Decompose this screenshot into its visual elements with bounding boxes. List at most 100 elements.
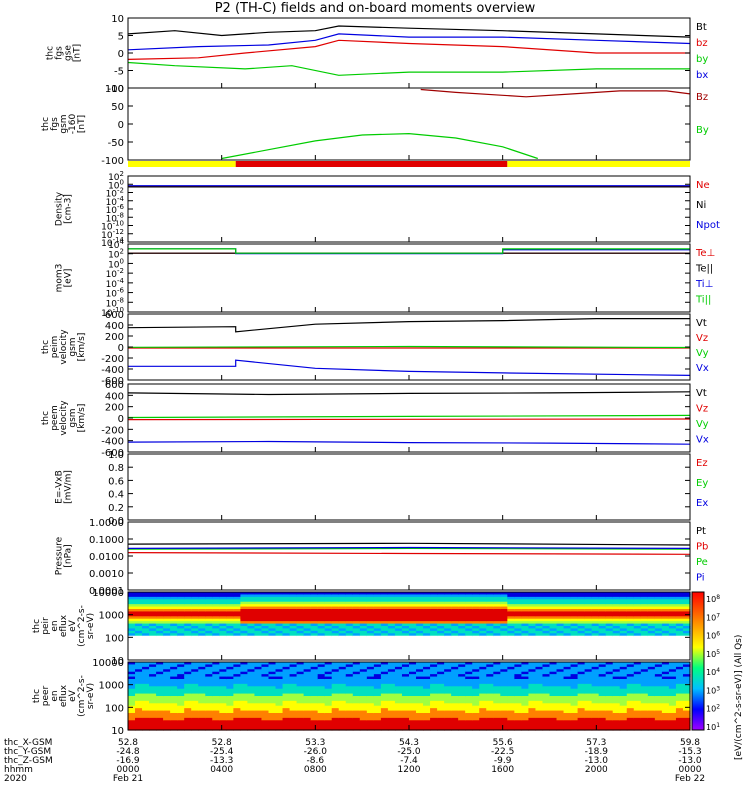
heatmap-cell <box>352 638 361 642</box>
heatmap-cell <box>430 683 438 687</box>
heatmap-cell <box>465 655 473 659</box>
heatmap-cell <box>282 604 291 608</box>
heatmap-cell <box>612 666 621 670</box>
heatmap-cell <box>563 594 572 598</box>
heatmap-cell <box>163 633 171 637</box>
heatmap-cell <box>394 635 403 639</box>
heatmap-cell <box>521 623 530 627</box>
heatmap-cell <box>394 609 403 613</box>
heatmap-cell <box>324 606 333 610</box>
heatmap-cell <box>612 700 621 704</box>
heatmap-cell <box>268 635 277 639</box>
heatmap-cell <box>289 647 298 651</box>
heatmap-cell <box>612 662 621 666</box>
colorbar-tick-label: 105 <box>706 649 720 659</box>
heatmap-cell <box>268 686 277 690</box>
heatmap-cell <box>310 635 319 639</box>
heatmap-cell <box>451 606 459 610</box>
heatmap-cell <box>219 626 227 630</box>
heatmap-cell <box>142 655 150 659</box>
heatmap-cell <box>401 638 410 642</box>
heatmap-cell <box>661 700 670 704</box>
y-tick-label: 100 <box>105 84 124 95</box>
heatmap-cell <box>275 635 284 639</box>
heatmap-cell <box>226 705 234 709</box>
heatmap-cell <box>521 671 530 675</box>
heatmap-cell <box>507 713 515 717</box>
heatmap-cell <box>640 630 649 634</box>
heatmap-cell <box>682 679 691 683</box>
heatmap-cell <box>233 650 241 654</box>
heatmap-cell <box>556 727 565 731</box>
heatmap-cell <box>500 666 508 670</box>
heatmap-cell <box>549 618 558 622</box>
heatmap-cell <box>254 679 263 683</box>
heatmap-cell <box>479 669 487 673</box>
heatmap-cell <box>675 596 684 600</box>
heatmap-cell <box>500 655 508 659</box>
heatmap-cell <box>149 703 157 707</box>
heatmap-cell <box>289 650 298 654</box>
heatmap-cell <box>570 596 579 600</box>
heatmap-cell <box>675 666 684 670</box>
heatmap-cell <box>605 621 614 625</box>
heatmap-cell <box>254 592 263 596</box>
heatmap-cell <box>191 703 199 707</box>
heatmap-cell <box>584 616 593 620</box>
heatmap-cell <box>268 621 277 625</box>
heatmap-cell <box>373 669 382 673</box>
heatmap-cell <box>198 621 206 625</box>
x-row-value: 0800 <box>304 765 327 775</box>
heatmap-cell <box>542 683 551 687</box>
heatmap-cell <box>570 647 579 651</box>
heatmap-cell <box>338 623 347 627</box>
legend-temperature-1: Te|| <box>695 264 713 275</box>
heatmap-cell <box>177 713 185 717</box>
colorbar-label: [eV/(cm^2-s-sr-eV)] (All Qs) <box>734 635 744 760</box>
heatmap-cell <box>170 650 178 654</box>
y-axis-label: thc <box>41 340 51 354</box>
heatmap-cell <box>324 691 333 695</box>
heatmap-cell <box>437 596 445 600</box>
heatmap-cell <box>619 717 628 721</box>
heatmap-cell <box>521 686 530 690</box>
heatmap-cell <box>500 609 508 613</box>
heatmap-cell <box>535 686 544 690</box>
heatmap-cell <box>212 604 220 608</box>
heatmap-cell <box>233 638 241 642</box>
heatmap-cell <box>233 601 241 605</box>
heatmap-cell <box>507 647 515 651</box>
heatmap-cell <box>380 664 389 668</box>
heatmap-cell <box>247 691 256 695</box>
heatmap-cell <box>345 669 354 673</box>
heatmap-cell <box>556 715 565 719</box>
heatmap-cell <box>247 703 256 707</box>
heatmap-cell <box>542 713 551 717</box>
heatmap-cell <box>163 599 171 603</box>
heatmap-cell <box>612 611 621 615</box>
heatmap-cell <box>500 720 508 724</box>
heatmap-cell <box>191 601 199 605</box>
heatmap-cell <box>268 655 277 659</box>
heatmap-cell <box>465 635 473 639</box>
heatmap-cell <box>275 638 284 642</box>
heatmap-cell <box>198 613 206 617</box>
heatmap-cell <box>668 696 677 700</box>
heatmap-cell <box>577 703 586 707</box>
heatmap-cell <box>430 643 438 647</box>
heatmap-cell <box>598 640 607 644</box>
x-row-value: 52.8 <box>212 738 232 748</box>
heatmap-cell <box>451 715 459 719</box>
heatmap-cell <box>156 655 164 659</box>
heatmap-cell <box>345 713 354 717</box>
heatmap-cell <box>500 727 508 731</box>
heatmap-cell <box>373 696 382 700</box>
heatmap-cell <box>556 652 565 656</box>
heatmap-cell <box>493 657 501 661</box>
heatmap-cell <box>521 599 530 603</box>
y-axis-label: E=-VxB <box>55 470 65 504</box>
heatmap-cell <box>640 635 649 639</box>
heatmap-cell <box>591 630 600 634</box>
heatmap-cell <box>198 710 206 714</box>
heatmap-cell <box>416 679 424 683</box>
